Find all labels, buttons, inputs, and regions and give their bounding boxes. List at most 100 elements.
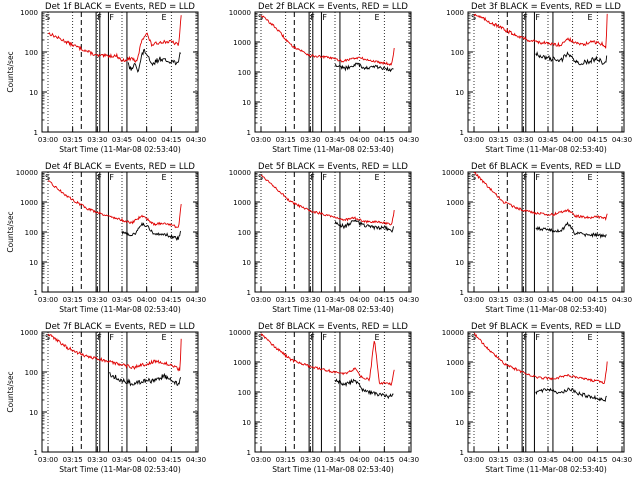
y-tick-label: 10 (242, 259, 251, 267)
y-tick-label: 100 (238, 389, 251, 397)
event-marker-letter: E (587, 13, 592, 22)
detector-panel: Det 8f BLACK = Events, RED = LLD 1 10 100 10… (213, 320, 426, 480)
x-tick-label: 04:15 (161, 136, 181, 144)
rate-chart: Det 4f BLACK = Events, RED = LLD 1 10 100 10… (6, 162, 206, 314)
series-line-red (47, 15, 182, 63)
x-tick-label: 03:30 (513, 136, 533, 144)
event-marker-letter: S (471, 13, 476, 22)
event-marker-letter: F (523, 13, 528, 22)
event-marker-letter: F (322, 13, 327, 22)
y-tick-label: 100 (451, 229, 464, 237)
x-tick-label: 04:15 (374, 136, 394, 144)
x-tick-label: 04:30 (399, 296, 419, 304)
event-marker-letter: E (161, 13, 166, 22)
y-tick-label: 1000 (20, 199, 38, 207)
chart-title: Det 9f BLACK = Events, RED = LLD (471, 322, 621, 332)
y-tick-label: 100 (238, 229, 251, 237)
event-marker-letter: F (523, 333, 528, 342)
x-tick-label: 03:00 (38, 136, 58, 144)
x-axis-label: Start Time (11-Mar-08 02:53:40) (272, 465, 394, 474)
event-marker-letter: S (258, 333, 263, 342)
event-marker-letter: F (322, 173, 327, 182)
series-line-red (47, 333, 182, 372)
rate-chart: Det 3f BLACK = Events, RED = LLD 1 10 100 10… (446, 2, 632, 154)
series-line-red (260, 333, 395, 386)
y-tick-label: 1000 (446, 199, 464, 207)
x-tick-label: 03:45 (538, 296, 558, 304)
plot-frame (467, 331, 625, 453)
event-marker-letter: S (471, 173, 476, 182)
y-tick-label: 1 (460, 289, 464, 297)
x-tick-label: 03:30 (300, 296, 320, 304)
x-tick-label: 04:00 (563, 136, 583, 144)
x-tick-label: 03:00 (251, 136, 271, 144)
x-tick-label: 04:15 (161, 456, 181, 464)
event-marker-letter: S (45, 13, 50, 22)
series-line-red (473, 13, 608, 49)
x-tick-label: 03:15 (276, 296, 296, 304)
y-tick-label: 10000 (442, 329, 464, 337)
rate-chart: Det 6f BLACK = Events, RED = LLD 1 10 100 10… (442, 162, 632, 314)
y-tick-label: 10000 (442, 169, 464, 177)
x-tick-label: 03:15 (276, 136, 296, 144)
x-tick-label: 03:45 (112, 136, 132, 144)
x-tick-label: 04:00 (350, 136, 370, 144)
detector-panel: Det 9f BLACK = Events, RED = LLD 1 10 100 10… (426, 320, 639, 480)
y-tick-label: 1 (247, 289, 251, 297)
x-tick-label: 03:45 (325, 296, 345, 304)
x-tick-label: 04:30 (186, 136, 206, 144)
event-marker-letter: F (109, 173, 114, 182)
series-line-red (473, 171, 608, 222)
y-axis-label: Counts/sec (6, 371, 15, 412)
x-tick-label: 03:45 (538, 136, 558, 144)
detector-panel: Det 7f BLACK = Events, RED = LLD 1 10 100 10… (0, 320, 213, 480)
event-marker-letter: F (97, 13, 102, 22)
event-marker-letter: E (374, 333, 379, 342)
chart-title: Det 5f BLACK = Events, RED = LLD (258, 162, 408, 172)
y-tick-label: 10 (455, 259, 464, 267)
chart-title: Det 7f BLACK = Events, RED = LLD (45, 322, 195, 332)
plot-frame (41, 331, 199, 453)
y-tick-label: 10 (455, 419, 464, 427)
rate-chart: Det 8f BLACK = Events, RED = LLD 1 10 100 10… (229, 322, 419, 474)
y-tick-label: 100 (451, 49, 464, 57)
y-tick-label: 1 (460, 449, 464, 457)
event-marker-letter: E (161, 333, 166, 342)
chart-title: Det 6f BLACK = Events, RED = LLD (471, 162, 621, 172)
y-tick-label: 1000 (233, 39, 251, 47)
x-tick-label: 03:00 (464, 296, 484, 304)
y-tick-label: 10 (242, 99, 251, 107)
y-tick-label: 1000 (446, 359, 464, 367)
series-line-red (261, 174, 395, 226)
x-tick-label: 04:15 (587, 456, 607, 464)
x-tick-label: 04:15 (374, 456, 394, 464)
x-tick-label: 04:00 (563, 456, 583, 464)
event-marker-letter: E (587, 173, 592, 182)
x-tick-label: 03:15 (63, 456, 83, 464)
y-tick-label: 1000 (20, 9, 38, 17)
event-marker-letter: S (258, 173, 263, 182)
x-tick-label: 03:15 (489, 296, 509, 304)
x-tick-label: 03:30 (513, 456, 533, 464)
x-tick-label: 03:15 (489, 456, 509, 464)
x-tick-label: 03:00 (38, 456, 58, 464)
x-axis-label: Start Time (11-Mar-08 02:53:40) (485, 145, 607, 154)
y-tick-label: 10 (29, 259, 38, 267)
x-tick-label: 03:30 (513, 296, 533, 304)
event-marker-letter: F (97, 173, 102, 182)
x-tick-label: 04:15 (374, 296, 394, 304)
x-tick-label: 04:30 (399, 136, 419, 144)
series-line-red (473, 332, 608, 384)
x-axis-label: Start Time (11-Mar-08 02:53:40) (59, 145, 181, 154)
y-tick-label: 10000 (229, 9, 251, 17)
x-tick-label: 04:15 (587, 136, 607, 144)
y-tick-label: 1000 (446, 9, 464, 17)
x-tick-label: 03:45 (325, 456, 345, 464)
y-tick-label: 100 (25, 229, 38, 237)
y-tick-label: 100 (25, 49, 38, 57)
x-tick-label: 03:30 (87, 456, 107, 464)
y-tick-label: 1 (34, 129, 38, 137)
plot-frame (41, 11, 199, 133)
event-marker-letter: F (109, 333, 114, 342)
series-line-black (535, 221, 607, 239)
